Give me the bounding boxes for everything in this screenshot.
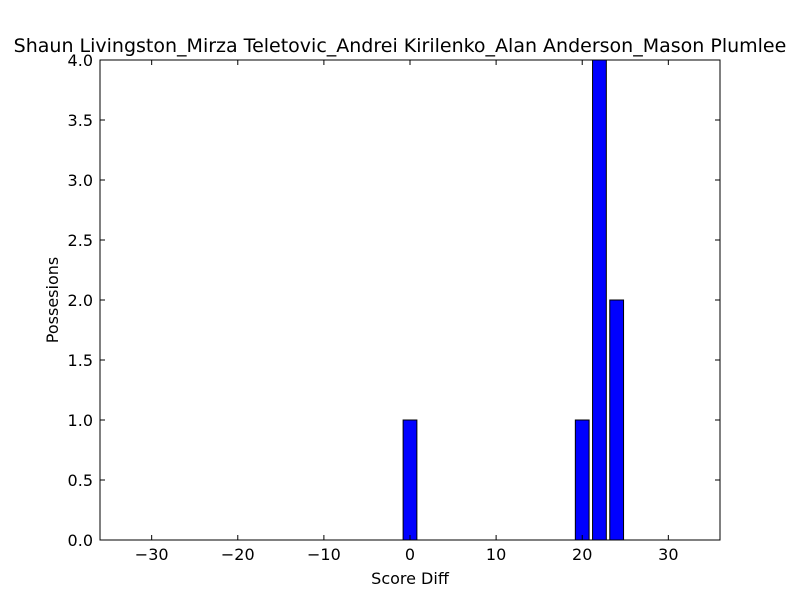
y-tick-label: 3.5 (68, 111, 93, 130)
bars-layer (402, 59, 625, 541)
bar-0 (402, 419, 418, 541)
y-axis-label: Possesions (43, 257, 62, 343)
x-tick-label: −30 (135, 545, 169, 564)
x-tick-label: 10 (486, 545, 506, 564)
bar-1 (574, 419, 590, 541)
x-tick-label: −10 (307, 545, 341, 564)
y-tick-label: 2.0 (68, 291, 93, 310)
x-axis-label: Score Diff (371, 569, 450, 588)
y-tick-label: 0.5 (68, 471, 93, 490)
x-tick-label: 30 (658, 545, 678, 564)
y-tick-label: 3.0 (68, 171, 93, 190)
y-tick-label: 1.5 (68, 351, 93, 370)
y-tick-label: 4.0 (68, 51, 93, 70)
bar-2 (592, 59, 607, 541)
x-tick-label: 20 (572, 545, 592, 564)
ticks-layer: −30 −20 −10 0 10 20 30 0.0 0.5 1.0 1.5 2.0 2.5 3.0 3.5… (68, 51, 720, 564)
y-tick-label: 1.0 (68, 411, 93, 430)
y-tick-label: 2.5 (68, 231, 93, 250)
y-tick-label: 0.0 (68, 531, 93, 550)
bar-3 (609, 299, 625, 541)
x-tick-label: 0 (405, 545, 415, 564)
chart-title: Shaun Livingston_Mirza Teletovic_Andrei … (14, 35, 787, 57)
x-tick-label: −20 (221, 545, 255, 564)
plot-frame (99, 59, 721, 541)
